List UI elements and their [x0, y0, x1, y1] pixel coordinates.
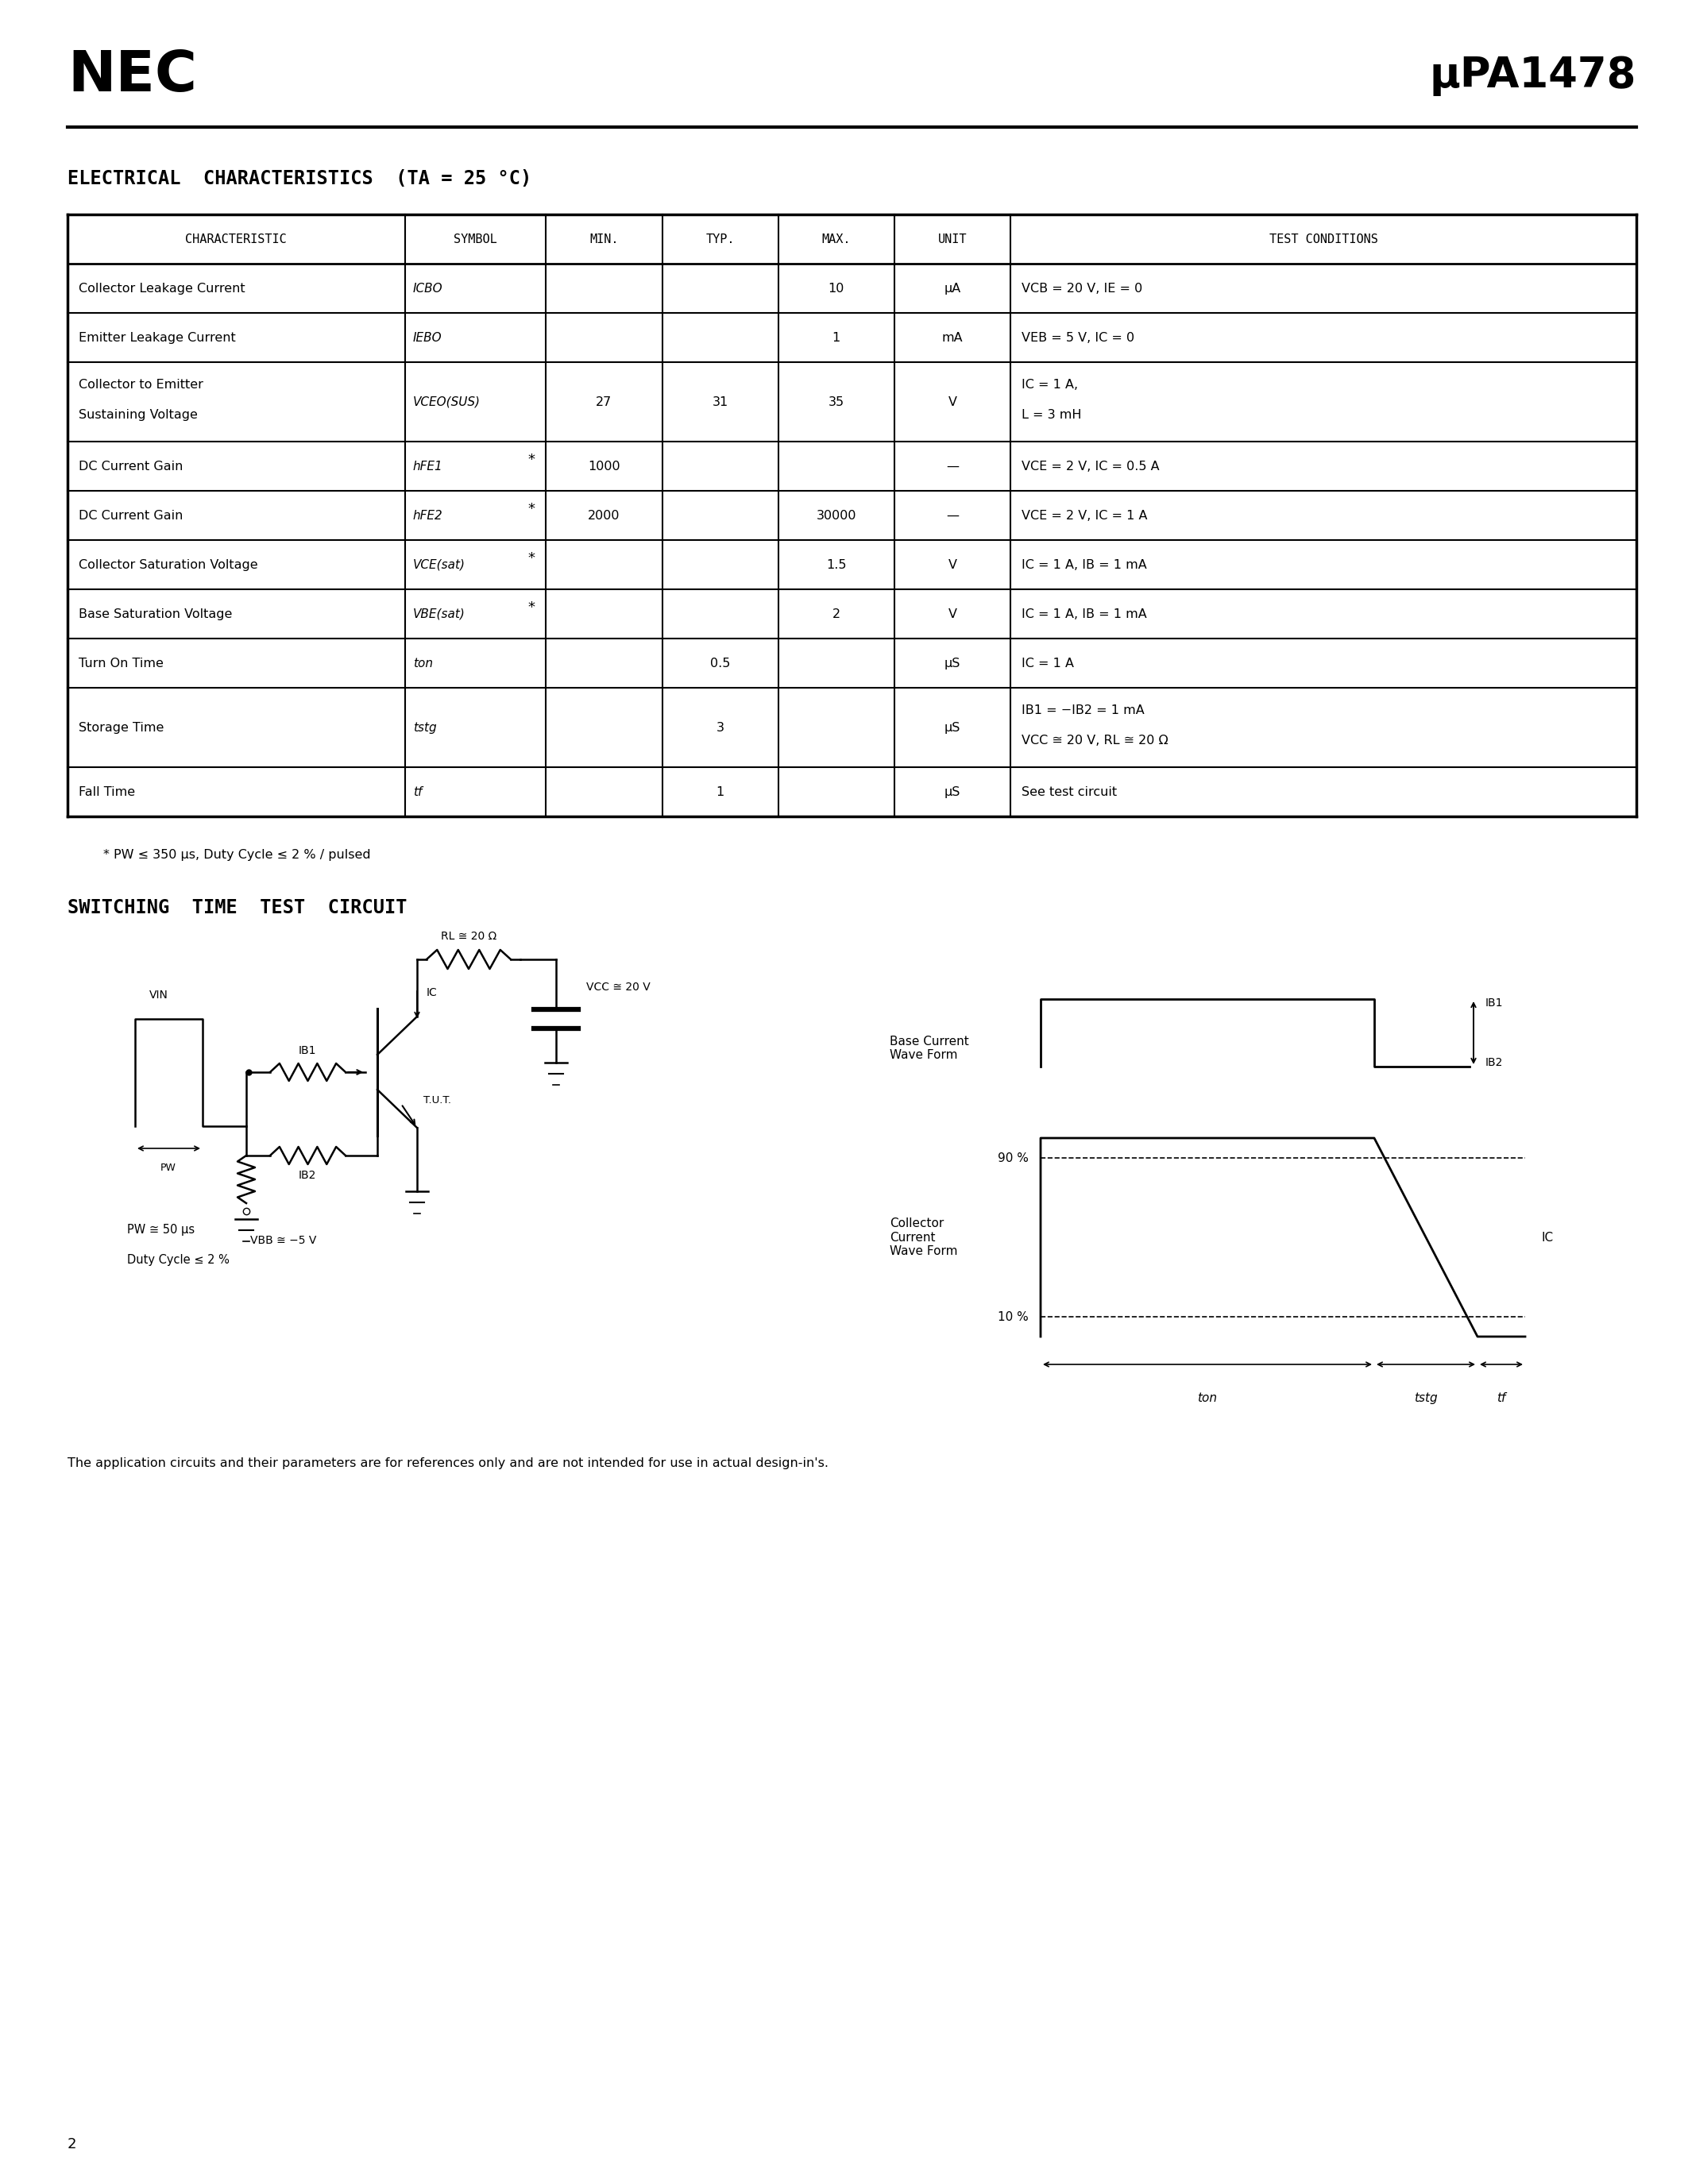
Text: The application circuits and their parameters are for references only and are no: The application circuits and their param… — [68, 1457, 829, 1470]
Text: 10 %: 10 % — [998, 1310, 1028, 1324]
Text: tf: tf — [1497, 1391, 1506, 1404]
Text: VCE = 2 V, IC = 1 A: VCE = 2 V, IC = 1 A — [1021, 509, 1148, 522]
Text: Base Saturation Voltage: Base Saturation Voltage — [79, 607, 233, 620]
Text: RL ≅ 20 Ω: RL ≅ 20 Ω — [441, 930, 496, 941]
Text: 27: 27 — [596, 395, 613, 408]
Text: CHARACTERISTIC: CHARACTERISTIC — [186, 234, 287, 245]
Text: *: * — [528, 601, 535, 614]
Text: NEC: NEC — [68, 48, 197, 103]
Text: 0.5: 0.5 — [711, 657, 731, 668]
Text: ICBO: ICBO — [414, 282, 442, 295]
Text: VCEO(SUS): VCEO(SUS) — [414, 395, 481, 408]
Text: MIN.: MIN. — [589, 234, 618, 245]
Text: Fall Time: Fall Time — [79, 786, 135, 797]
Text: ELECTRICAL  CHARACTERISTICS  (TA = 25 °C): ELECTRICAL CHARACTERISTICS (TA = 25 °C) — [68, 168, 532, 188]
Text: *: * — [528, 550, 535, 566]
Text: tstg: tstg — [1415, 1391, 1438, 1404]
Text: 35: 35 — [829, 395, 844, 408]
Text: IB2: IB2 — [299, 1171, 316, 1182]
Text: IB1: IB1 — [299, 1046, 316, 1057]
Text: VBB ≅ −5 V: VBB ≅ −5 V — [250, 1234, 316, 1247]
Text: *: * — [528, 452, 535, 467]
Text: 30000: 30000 — [817, 509, 856, 522]
Text: VCC ≅ 20 V: VCC ≅ 20 V — [586, 981, 650, 994]
Text: IC: IC — [1541, 1232, 1553, 1243]
Text: DC Current Gain: DC Current Gain — [79, 509, 182, 522]
Text: V: V — [949, 395, 957, 408]
Text: μS: μS — [944, 721, 960, 734]
Text: 31: 31 — [712, 395, 728, 408]
Text: Turn On Time: Turn On Time — [79, 657, 164, 668]
Text: IB1 = −IB2 = 1 mA: IB1 = −IB2 = 1 mA — [1021, 703, 1144, 716]
Text: —: — — [945, 461, 959, 472]
Text: IB2: IB2 — [1485, 1057, 1504, 1068]
Text: 1000: 1000 — [587, 461, 619, 472]
Text: Collector Leakage Current: Collector Leakage Current — [79, 282, 245, 295]
Text: VBE(sat): VBE(sat) — [414, 607, 466, 620]
Text: 90 %: 90 % — [998, 1151, 1028, 1164]
Text: IC = 1 A: IC = 1 A — [1021, 657, 1074, 668]
Text: tf: tf — [414, 786, 422, 797]
Text: Emitter Leakage Current: Emitter Leakage Current — [79, 332, 236, 343]
Text: 2000: 2000 — [587, 509, 619, 522]
Text: PW ≅ 50 μs: PW ≅ 50 μs — [127, 1223, 194, 1236]
Text: 10: 10 — [829, 282, 844, 295]
Text: tstg: tstg — [414, 721, 436, 734]
Text: hFE2: hFE2 — [414, 509, 442, 522]
Text: Collector Saturation Voltage: Collector Saturation Voltage — [79, 559, 258, 570]
Text: —: — — [945, 509, 959, 522]
Text: Sustaining Voltage: Sustaining Voltage — [79, 408, 197, 422]
Text: Duty Cycle ≤ 2 %: Duty Cycle ≤ 2 % — [127, 1254, 230, 1265]
Text: VCE = 2 V, IC = 0.5 A: VCE = 2 V, IC = 0.5 A — [1021, 461, 1160, 472]
Text: 3: 3 — [716, 721, 724, 734]
Text: VCC ≅ 20 V, RL ≅ 20 Ω: VCC ≅ 20 V, RL ≅ 20 Ω — [1021, 734, 1168, 747]
Text: VCB = 20 V, IE = 0: VCB = 20 V, IE = 0 — [1021, 282, 1143, 295]
Text: IC = 1 A,: IC = 1 A, — [1021, 378, 1079, 391]
Text: * PW ≤ 350 μs, Duty Cycle ≤ 2 % / pulsed: * PW ≤ 350 μs, Duty Cycle ≤ 2 % / pulsed — [103, 850, 371, 860]
Text: SWITCHING  TIME  TEST  CIRCUIT: SWITCHING TIME TEST CIRCUIT — [68, 898, 407, 917]
Text: Storage Time: Storage Time — [79, 721, 164, 734]
Text: *: * — [528, 502, 535, 515]
Text: DC Current Gain: DC Current Gain — [79, 461, 182, 472]
Text: mA: mA — [942, 332, 962, 343]
Text: 1: 1 — [716, 786, 724, 797]
Text: μS: μS — [944, 786, 960, 797]
Text: UNIT: UNIT — [939, 234, 967, 245]
Text: Collector to Emitter: Collector to Emitter — [79, 378, 203, 391]
Text: μPA1478: μPA1478 — [1430, 55, 1636, 96]
Text: TYP.: TYP. — [706, 234, 734, 245]
Text: 1.5: 1.5 — [825, 559, 846, 570]
Text: 1: 1 — [832, 332, 841, 343]
Text: Base Current
Wave Form: Base Current Wave Form — [890, 1035, 969, 1061]
Text: μA: μA — [944, 282, 960, 295]
Text: hFE1: hFE1 — [414, 461, 442, 472]
Text: 2: 2 — [832, 607, 841, 620]
Text: Collector
Current
Wave Form: Collector Current Wave Form — [890, 1216, 957, 1258]
Text: TEST CONDITIONS: TEST CONDITIONS — [1269, 234, 1377, 245]
Text: 2: 2 — [68, 2138, 76, 2151]
Text: IB1: IB1 — [1485, 998, 1504, 1009]
Text: V: V — [949, 607, 957, 620]
Text: ton: ton — [1197, 1391, 1217, 1404]
Text: IC = 1 A, IB = 1 mA: IC = 1 A, IB = 1 mA — [1021, 559, 1146, 570]
Text: IC: IC — [427, 987, 437, 998]
Text: MAX.: MAX. — [822, 234, 851, 245]
Text: SYMBOL: SYMBOL — [454, 234, 498, 245]
Text: ton: ton — [414, 657, 432, 668]
Text: See test circuit: See test circuit — [1021, 786, 1117, 797]
Text: L = 3 mH: L = 3 mH — [1021, 408, 1082, 422]
Text: IC = 1 A, IB = 1 mA: IC = 1 A, IB = 1 mA — [1021, 607, 1146, 620]
Text: VEB = 5 V, IC = 0: VEB = 5 V, IC = 0 — [1021, 332, 1134, 343]
Text: VCE(sat): VCE(sat) — [414, 559, 466, 570]
Text: VIN: VIN — [150, 989, 169, 1000]
Text: μS: μS — [944, 657, 960, 668]
Text: PW: PW — [160, 1162, 176, 1173]
Text: IEBO: IEBO — [414, 332, 442, 343]
Text: T.U.T.: T.U.T. — [424, 1094, 451, 1105]
Text: V: V — [949, 559, 957, 570]
